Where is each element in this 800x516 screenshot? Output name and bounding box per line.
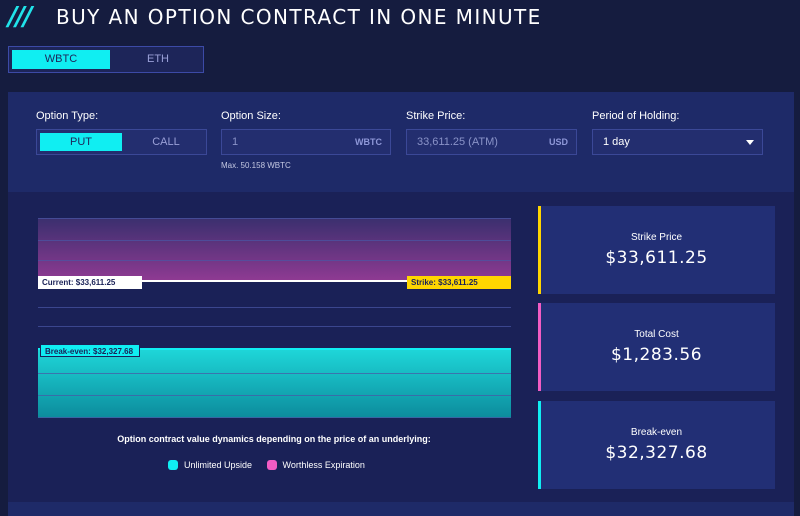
grid-lines <box>38 218 511 418</box>
strike-price-card: Strike Price $33,611.25 <box>538 206 775 294</box>
card-label: Strike Price <box>630 232 683 243</box>
breakeven-marker-label: Break-even: $32,327.68 <box>40 344 140 357</box>
card-accent-bar <box>538 303 541 391</box>
legend-label: Worthless Expiration <box>282 460 365 470</box>
put-button[interactable]: PUT <box>40 133 122 151</box>
strike-price-value: 33,611.25 (ATM) <box>417 136 498 148</box>
legend-swatch-pink <box>266 460 277 470</box>
payoff-chart: Current: $33,611.25 Strike: $33,611.25 B… <box>38 218 511 418</box>
total-cost-card: Total Cost $1,283.56 <box>538 303 775 391</box>
option-controls: Option Type: PUT CALL Option Size: 1 WBT… <box>8 92 794 192</box>
option-type-toggle: PUT CALL <box>36 129 207 155</box>
strike-price-input[interactable]: 33,611.25 (ATM) USD <box>406 129 577 155</box>
option-size-unit: WBTC <box>355 137 382 147</box>
strike-price-marker-label: Strike: $33,611.25 <box>407 276 511 289</box>
legend-item-unlimited-upside: Unlimited Upside <box>168 460 252 470</box>
triple-slash-icon: /// <box>8 2 32 32</box>
option-size-value: 1 <box>232 136 239 148</box>
asset-tab-eth[interactable]: ETH <box>147 53 169 65</box>
page-title: BUY AN OPTION CONTRACT IN ONE MINUTE <box>56 5 542 29</box>
card-value: $33,611.25 <box>605 248 708 268</box>
legend-swatch-cyan <box>168 460 178 470</box>
card-value: $1,283.56 <box>610 345 703 365</box>
card-label: Total Cost <box>634 329 679 340</box>
legend-item-worthless-expiration: Worthless Expiration <box>266 460 365 470</box>
results-section: Current: $33,611.25 Strike: $33,611.25 B… <box>8 192 794 502</box>
unlimited-upside-region <box>38 350 511 418</box>
card-label: Break-even <box>630 427 683 438</box>
strike-price-label: Strike Price: <box>406 110 466 122</box>
chevron-down-icon <box>746 140 754 145</box>
chart-legend: Unlimited Upside Worthless Expiration <box>168 460 377 470</box>
asset-switch: WBTC ETH <box>8 46 204 73</box>
period-label: Period of Holding: <box>592 110 680 122</box>
current-price-label: Current: $33,611.25 <box>38 276 142 289</box>
card-value: $32,327.68 <box>605 443 708 463</box>
strike-price-unit: USD <box>548 137 568 147</box>
period-value: 1 day <box>603 136 630 148</box>
option-size-max-note: Max. 50.158 WBTC <box>221 161 291 170</box>
option-size-input[interactable]: 1 WBTC <box>221 129 391 155</box>
payoff-chart-svg <box>38 218 511 418</box>
card-accent-bar <box>538 401 541 489</box>
option-panel: Option Type: PUT CALL Option Size: 1 WBT… <box>8 92 794 516</box>
period-select[interactable]: 1 day <box>592 129 763 155</box>
asset-tab-wbtc[interactable]: WBTC <box>12 50 110 69</box>
chart-caption: Option contract value dynamics depending… <box>117 434 431 444</box>
option-size-label: Option Size: <box>221 110 281 122</box>
call-button[interactable]: CALL <box>152 136 180 148</box>
worthless-expiration-region <box>38 218 511 280</box>
option-type-label: Option Type: <box>36 110 99 122</box>
breakeven-card: Break-even $32,327.68 <box>538 401 775 489</box>
card-accent-bar <box>538 206 541 294</box>
page-header: /// BUY AN OPTION CONTRACT IN ONE MINUTE <box>0 0 800 34</box>
legend-label: Unlimited Upside <box>184 460 253 470</box>
